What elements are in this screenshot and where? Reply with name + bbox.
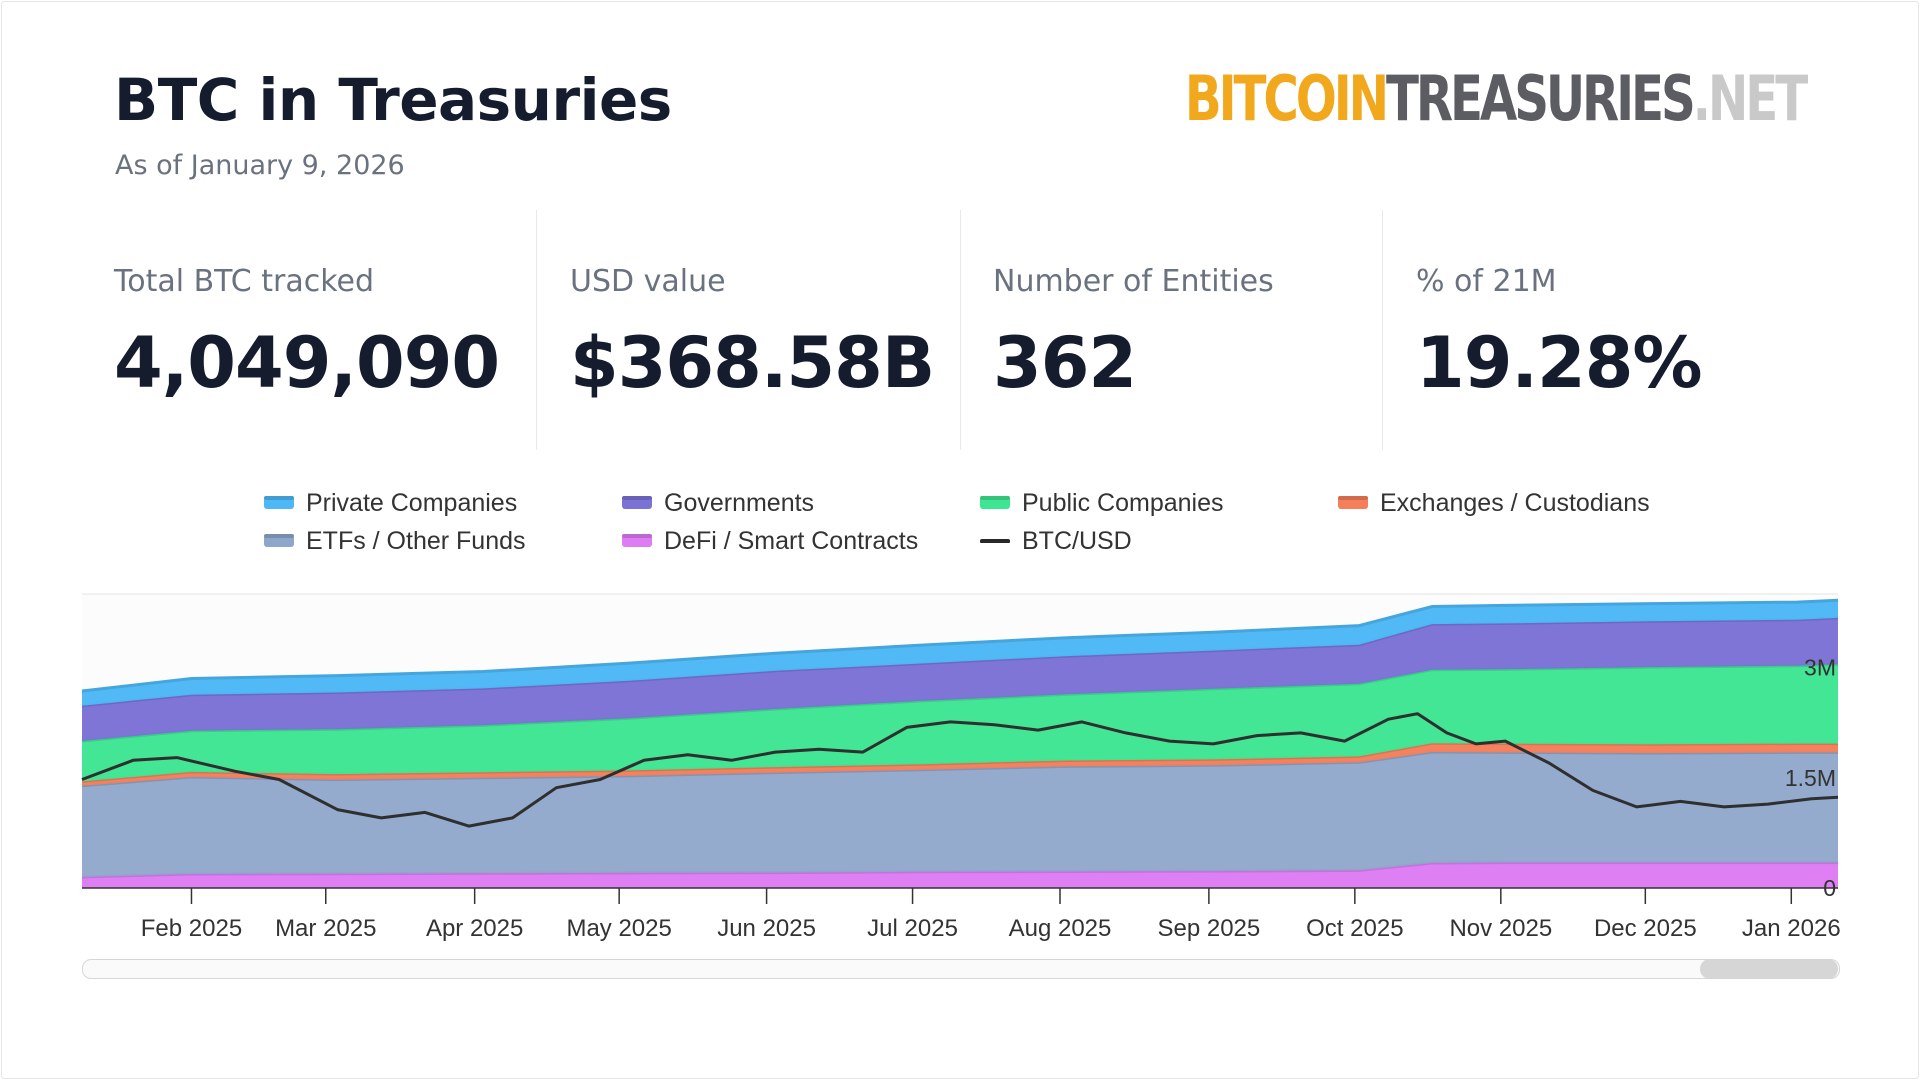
legend-item-private-companies[interactable]: Private Companies xyxy=(264,488,517,518)
stat-label: USD value xyxy=(570,264,726,299)
chart-navigator-scrollbar[interactable] xyxy=(82,959,1840,979)
logo-part-bitcoin: BITCOIN xyxy=(1184,62,1389,135)
stats-row: Total BTC tracked 4,049,090 USD value $3… xyxy=(114,210,1806,450)
stat-divider xyxy=(960,210,961,450)
stat-divider xyxy=(1382,210,1383,450)
x-tick-label: Jun 2025 xyxy=(717,915,816,942)
page-title: BTC in Treasuries xyxy=(114,66,672,134)
x-tick-label: Jan 2026 xyxy=(1742,915,1841,942)
stat-divider xyxy=(536,210,537,450)
legend-swatch xyxy=(622,497,652,509)
x-tick-label: Dec 2025 xyxy=(1594,915,1697,942)
area-edge-private xyxy=(81,598,1839,693)
legend-label: ETFs / Other Funds xyxy=(306,526,526,555)
x-tick-label: Jul 2025 xyxy=(867,915,958,942)
legend-label: Governments xyxy=(664,488,815,517)
x-tick-label: Apr 2025 xyxy=(426,915,523,942)
btc-usd-line xyxy=(81,712,1839,828)
stat-value: $368.58B xyxy=(570,322,935,404)
x-tick-label: Nov 2025 xyxy=(1449,915,1552,942)
x-tick-label: Feb 2025 xyxy=(141,915,242,942)
legend-item-public-companies[interactable]: Public Companies xyxy=(980,488,1224,518)
legend-item-etfs-other-funds[interactable]: ETFs / Other Funds xyxy=(264,526,526,556)
legend-swatch xyxy=(264,535,294,547)
legend-swatch xyxy=(264,497,294,509)
chart-legend: Private Companies Governments Public Com… xyxy=(264,488,1704,568)
stat-pct-of-21m: % of 21M 19.28% xyxy=(1416,210,1806,450)
y-tick-label: 0 xyxy=(1823,875,1836,901)
x-tick-label: Oct 2025 xyxy=(1306,915,1403,942)
x-tick-label: Mar 2025 xyxy=(275,915,376,942)
logo-part-treasuries: TREASURIES xyxy=(1385,62,1696,135)
legend-swatch xyxy=(1338,497,1368,509)
legend-item-btc-usd[interactable]: BTC/USD xyxy=(980,526,1132,556)
legend-label: DeFi / Smart Contracts xyxy=(664,526,919,555)
legend-swatch xyxy=(980,539,1010,543)
legend-item-governments[interactable]: Governments xyxy=(622,488,814,518)
stat-total-btc: Total BTC tracked 4,049,090 xyxy=(114,210,534,450)
legend-swatch xyxy=(622,535,652,547)
area-governments xyxy=(82,617,1838,741)
stat-label: % of 21M xyxy=(1416,264,1557,299)
legend-swatch xyxy=(980,497,1010,509)
stat-label: Number of Entities xyxy=(993,264,1274,299)
y-tick-label: 3M xyxy=(1804,655,1836,681)
stat-value: 362 xyxy=(993,322,1137,404)
stacked-area-chart[interactable]: Feb 2025 Mar 2025 Apr 2025 May 2025 Jun 2025… xyxy=(0,580,1920,960)
legend-item-defi-smart-contracts[interactable]: DeFi / Smart Contracts xyxy=(622,526,918,556)
x-tick-label: Aug 2025 xyxy=(1009,915,1112,942)
as-of-date: As of January 9, 2026 xyxy=(115,150,405,181)
logo-part-net: .NET xyxy=(1692,62,1809,135)
x-tick-label: Sep 2025 xyxy=(1157,915,1260,942)
scrollbar-thumb[interactable] xyxy=(1700,959,1838,979)
stat-value: 19.28% xyxy=(1416,322,1703,404)
area-etfs xyxy=(82,752,1838,877)
legend-label: Public Companies xyxy=(1022,488,1224,517)
bitcointreasuries-logo[interactable]: BITCOINTREASURIES.NET xyxy=(1184,62,1809,135)
y-tick-label: 1.5M xyxy=(1785,765,1836,791)
x-tick-label: May 2025 xyxy=(566,915,671,942)
stat-entities: Number of Entities 362 xyxy=(993,210,1393,450)
stat-usd-value: USD value $368.58B xyxy=(570,210,970,450)
area-private xyxy=(82,600,1838,706)
stat-label: Total BTC tracked xyxy=(114,264,375,299)
legend-label: Private Companies xyxy=(306,488,518,517)
legend-item-exchanges-custodians[interactable]: Exchanges / Custodians xyxy=(1338,488,1650,518)
legend-label: Exchanges / Custodians xyxy=(1380,488,1650,517)
legend-label: BTC/USD xyxy=(1022,526,1132,555)
area-defi xyxy=(82,862,1838,888)
stat-value: 4,049,090 xyxy=(114,322,500,404)
